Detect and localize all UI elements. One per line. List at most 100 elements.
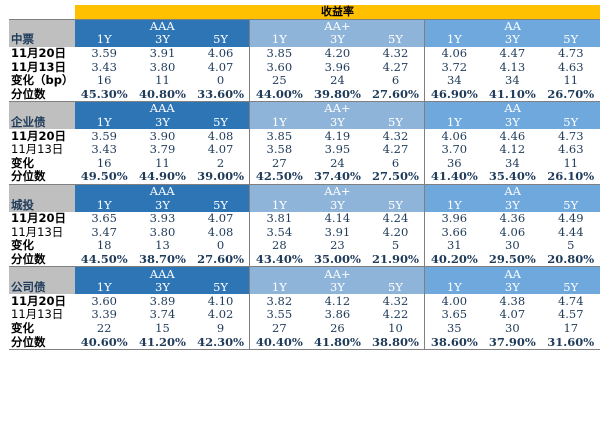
- section-header-row: AAA AA+ AA: [9, 183, 600, 199]
- yield-table: 收益率 AAA AA+ AA 中票 1Y 3Y 5Y 1Y 3Y 5Y 1Y 3Y 5Y 11月20日 3.…: [9, 5, 600, 350]
- period-header: 5Y: [191, 198, 250, 212]
- period-header: 5Y: [366, 280, 425, 295]
- value-cell: 5: [391, 239, 400, 253]
- value-cell: 37.90%: [483, 335, 542, 350]
- row-label: 11月13日: [11, 225, 64, 239]
- row-label: 11月13日: [11, 308, 64, 322]
- period-header: 3Y: [308, 115, 367, 130]
- value-cell: 3.91: [324, 225, 351, 239]
- value-cell: 4.14: [324, 211, 351, 226]
- value-cell: 4.00: [424, 294, 484, 309]
- value-cell: 0: [216, 73, 225, 88]
- value-cell: 4.06: [499, 225, 526, 239]
- value-cell: 26: [330, 321, 345, 335]
- table-row: 分位数 44.50% 38.70% 27.60% 43.40% 35.00% 21.90% 4…: [9, 252, 600, 267]
- value-cell: 38.70%: [139, 252, 186, 266]
- period-header: 3Y: [133, 33, 192, 47]
- value-cell: 4.06: [424, 129, 484, 143]
- row-label: 分位数: [11, 170, 46, 184]
- value-cell: 4.12: [324, 294, 351, 308]
- value-cell: 34: [505, 156, 520, 170]
- period-header: 5Y: [541, 33, 600, 47]
- value-cell: 3.59: [91, 129, 117, 143]
- section-name: 中票: [9, 33, 76, 47]
- value-cell: 35: [424, 321, 484, 336]
- period-header: 1Y: [75, 280, 134, 295]
- value-cell: 4.06: [424, 46, 484, 61]
- value-cell: 33.60%: [197, 87, 245, 101]
- value-cell: 9: [216, 321, 225, 335]
- value-cell: 41.40%: [424, 170, 484, 185]
- value-cell: 3.65: [91, 211, 117, 226]
- value-cell: 3.86: [324, 308, 351, 322]
- value-cell: 3.47: [91, 225, 117, 239]
- value-cell: 37.40%: [313, 170, 361, 184]
- value-cell: 3.70: [424, 142, 484, 157]
- value-cell: 41.20%: [133, 335, 192, 350]
- value-cell: 10: [388, 321, 403, 335]
- table-row: 分位数 45.30% 40.80% 33.60% 44.00% 39.80% 27.60% 4…: [9, 87, 600, 102]
- value-cell: 28: [249, 239, 309, 253]
- section-name: 企业债: [9, 115, 76, 130]
- value-cell: 34: [505, 73, 520, 88]
- yield-table-container: 收益率 AAA AA+ AA 中票 1Y 3Y 5Y 1Y 3Y 5Y 1Y 3Y 5Y 11月20日 3.…: [9, 5, 600, 350]
- rating-header-aa: AA: [424, 101, 600, 116]
- value-cell: 3.43: [91, 60, 117, 74]
- value-cell: 40.40%: [249, 335, 309, 350]
- value-cell: 40.20%: [424, 252, 484, 267]
- row-label: 11月20日: [11, 129, 67, 143]
- value-cell: 3.58: [249, 142, 309, 157]
- value-cell: 3.59: [91, 46, 117, 61]
- value-cell: 6: [391, 156, 400, 170]
- value-cell: 31.60%: [541, 335, 600, 350]
- section-header-row: AAA AA+ AA: [9, 101, 600, 116]
- value-cell: 39.00%: [197, 170, 245, 184]
- value-cell: 3.90: [149, 129, 176, 143]
- row-label: 11月20日: [11, 211, 67, 226]
- value-cell: 45.30%: [80, 87, 128, 101]
- value-cell: 3.91: [149, 46, 176, 61]
- rating-header-aa: AA: [424, 266, 600, 281]
- period-header: 1Y: [75, 115, 134, 130]
- table-row: 变化 22 15 9 27 26 10 35 30 17: [9, 321, 600, 336]
- value-cell: 46.90%: [424, 87, 484, 102]
- section-header-row: AAA AA+ AA: [9, 18, 600, 34]
- value-cell: 3.65: [424, 308, 484, 322]
- table-row: 11月20日 3.59 3.90 4.08 3.85 4.19 4.32 4.06 4.46 4.…: [9, 129, 600, 143]
- value-cell: 3.80: [149, 60, 176, 74]
- period-header-row: 公司债 1Y 3Y 5Y 1Y 3Y 5Y 1Y 3Y 5Y: [9, 280, 600, 295]
- period-header: 3Y: [483, 280, 542, 295]
- value-cell: 22: [96, 321, 112, 335]
- value-cell: 4.07: [207, 60, 234, 74]
- value-cell: 23: [330, 239, 345, 253]
- value-cell: 4.13: [499, 60, 526, 74]
- value-cell: 18: [96, 239, 112, 253]
- value-cell: 3.93: [149, 211, 176, 226]
- value-cell: 3.66: [424, 225, 484, 240]
- value-cell: 34: [424, 73, 484, 88]
- value-cell: 4.20: [324, 46, 351, 61]
- table-row: 分位数 40.60% 41.20% 42.30% 40.40% 41.80% 38.80% 3…: [9, 335, 600, 350]
- period-header: 5Y: [541, 198, 600, 212]
- period-header: 3Y: [483, 33, 542, 47]
- value-cell: 3.60: [91, 294, 117, 308]
- value-cell: 25: [249, 73, 309, 88]
- value-cell: 43.40%: [249, 252, 309, 267]
- value-cell: 24: [330, 156, 345, 170]
- value-cell: 4.44: [557, 225, 584, 239]
- value-cell: 4.07: [207, 211, 234, 226]
- yield-table-body: 收益率 AAA AA+ AA 中票 1Y 3Y 5Y 1Y 3Y 5Y 1Y 3Y 5Y 11月20日 3.…: [9, 5, 600, 350]
- rating-header-aa-plus: AA+: [249, 183, 425, 199]
- table-row: 变化 16 11 2 27 24 6 36 34 11: [9, 156, 600, 171]
- value-cell: 4.74: [557, 294, 584, 308]
- period-header: 1Y: [424, 115, 484, 130]
- value-cell: 4.08: [207, 225, 234, 239]
- value-cell: 3.74: [149, 308, 176, 322]
- value-cell: 41.80%: [308, 335, 367, 350]
- value-cell: 4.49: [557, 211, 584, 226]
- value-cell: 4.46: [499, 129, 526, 143]
- value-cell: 3.85: [249, 129, 309, 143]
- value-cell: 5: [567, 239, 575, 253]
- value-cell: 3.43: [91, 142, 117, 157]
- value-cell: 4.12: [499, 142, 526, 157]
